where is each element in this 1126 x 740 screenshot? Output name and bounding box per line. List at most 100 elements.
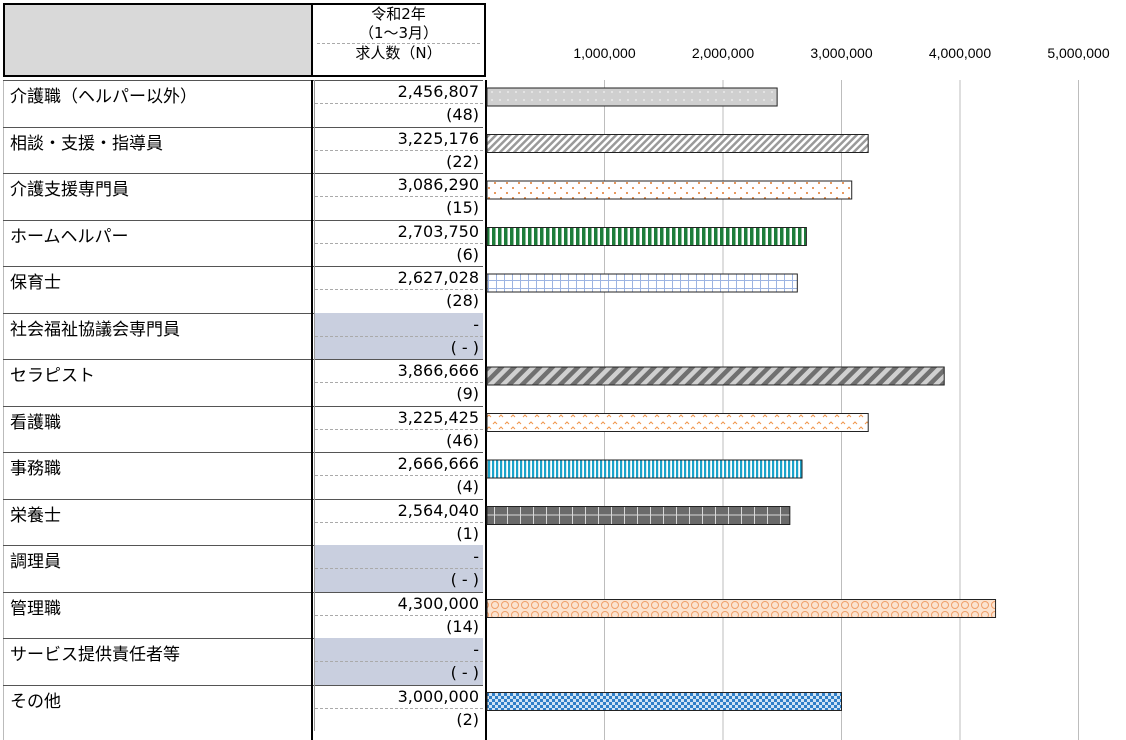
bar (486, 692, 842, 711)
value-cell: 3,086,290 (15) (314, 173, 483, 220)
x-tick-label: 3,000,000 (810, 45, 872, 61)
row-separator (3, 684, 483, 686)
count-label: (15) (446, 198, 479, 218)
value-label: 2,627,028 (397, 268, 479, 287)
category-label: 介護支援専門員 (10, 180, 129, 200)
row-separator (3, 266, 483, 267)
value-label: 3,225,425 (397, 407, 479, 427)
category-label: 看護職 (10, 412, 61, 433)
value-label: 2,456,807 (397, 82, 479, 101)
value-label: - (473, 640, 479, 659)
count-label: (28) (446, 291, 479, 311)
value-cell: 3,225,425 (46) (314, 405, 483, 452)
count-label: (6) (456, 244, 479, 264)
cell-divider (315, 707, 483, 709)
category-label: 社会福祉協議会専門員 (10, 319, 180, 340)
value-cell: 2,703,750 (6) (314, 219, 483, 266)
count-label: ( - ) (450, 570, 479, 590)
value-cell: 3,225,176 (22) (314, 126, 483, 173)
count-label: (2) (456, 709, 479, 729)
value-label: 4,300,000 (397, 593, 479, 613)
bar (486, 599, 997, 618)
row-separator (3, 173, 483, 174)
value-label: 3,000,000 (397, 686, 479, 706)
value-cell: - ( - ) (314, 545, 483, 592)
cell-divider (315, 521, 483, 523)
category-label: その他 (10, 691, 61, 712)
value-label: 3,225,176 (397, 128, 479, 148)
header-value-cell: 令和2年 （1～3月） 求人数（N） (311, 3, 486, 77)
table-left-border (3, 80, 4, 740)
value-label: 2,564,040 (397, 500, 479, 520)
bar (486, 506, 791, 525)
cell-divider (315, 103, 483, 105)
value-label: - (473, 547, 479, 566)
value-cell: 3,000,000 (2) (314, 684, 483, 731)
category-label: サービス提供責任者等 (10, 645, 180, 665)
row-separator (3, 638, 483, 639)
x-tick-label: 5,000,000 (1047, 45, 1109, 61)
cell-divider (315, 382, 483, 384)
bar (486, 134, 869, 153)
bar (486, 273, 798, 293)
column-border (311, 80, 313, 740)
count-label: (9) (456, 384, 479, 404)
header-count-label: 求人数（N） (355, 44, 442, 62)
category-label: 栄養士 (10, 505, 61, 526)
cell-divider (315, 335, 483, 337)
category-label: 介護職（ヘルパー以外） (10, 87, 197, 107)
count-label: (48) (446, 105, 479, 125)
x-tick-label: 2,000,000 (692, 45, 754, 61)
bar (486, 366, 945, 386)
cell-divider (315, 289, 483, 291)
category-label: ホームヘルパー (10, 226, 129, 247)
row-separator (3, 359, 483, 360)
row-separator (3, 591, 483, 593)
count-label: (4) (456, 477, 479, 497)
cell-divider (315, 475, 483, 477)
value-label: 3,866,666 (397, 361, 479, 380)
count-label: (46) (446, 430, 479, 450)
row-separator (3, 80, 483, 81)
x-tick-label: 1,000,000 (573, 45, 635, 61)
bar (486, 413, 869, 432)
category-label: 相談・支援・指導員 (10, 133, 163, 154)
category-label: 保育士 (10, 273, 61, 293)
cell-divider (315, 568, 483, 570)
value-label: 2,666,666 (397, 454, 479, 473)
bar (486, 459, 803, 479)
header-year-label: 令和2年 (371, 5, 426, 23)
value-label: - (473, 314, 479, 334)
cell-divider (315, 242, 483, 244)
value-cell: 4,300,000 (14) (314, 591, 483, 638)
cell-divider (315, 196, 483, 198)
value-cell: 2,666,666 (4) (314, 452, 483, 499)
category-label: セラピスト (10, 366, 95, 386)
bar (486, 180, 853, 200)
header-category-cell (3, 3, 311, 77)
row-separator (3, 498, 483, 500)
value-label: 2,703,750 (397, 221, 479, 241)
cell-divider (315, 149, 483, 151)
row-separator (3, 545, 483, 546)
bar (486, 87, 778, 107)
count-label: (1) (456, 523, 479, 543)
bar (486, 227, 807, 246)
header-period-label: （1～3月） (317, 24, 480, 44)
category-label: 調理員 (10, 552, 61, 572)
x-tick-label: 4,000,000 (929, 45, 991, 61)
count-label: (22) (446, 151, 479, 171)
cell-divider (315, 661, 483, 663)
row-separator (3, 312, 483, 314)
row-separator (3, 405, 483, 407)
count-label: ( - ) (450, 663, 479, 683)
count-label: (14) (446, 616, 479, 636)
value-cell: 2,564,040 (1) (314, 498, 483, 545)
row-separator (3, 219, 483, 221)
value-cell: 2,627,028 (28) (314, 266, 483, 313)
row-separator (3, 452, 483, 453)
value-label: 3,086,290 (397, 175, 479, 194)
value-cell: 2,456,807 (48) (314, 80, 483, 127)
